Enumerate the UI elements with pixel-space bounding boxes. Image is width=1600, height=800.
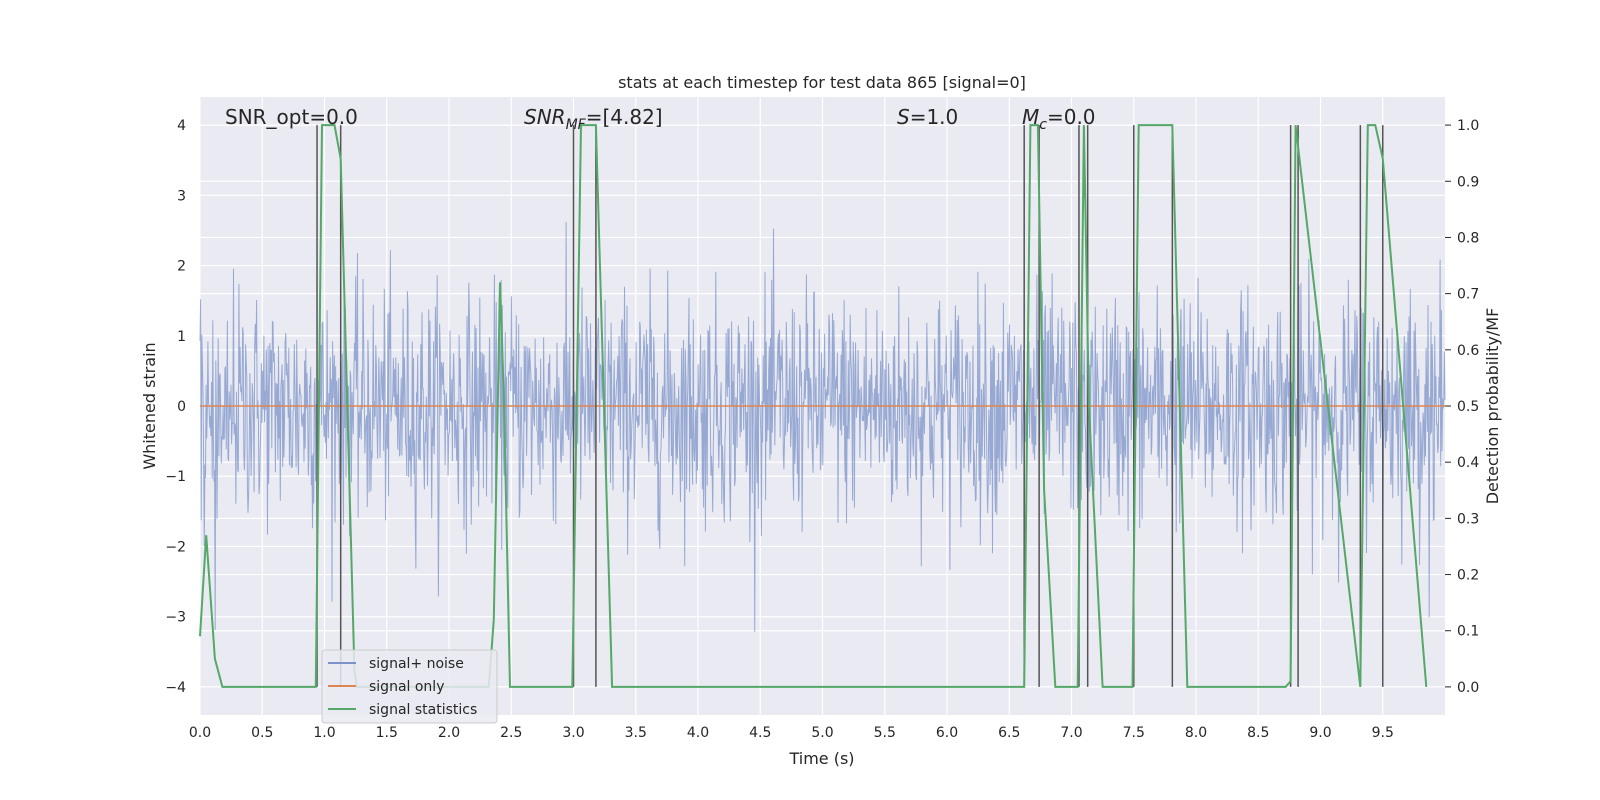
annotation-mc-base: M bbox=[1022, 105, 1039, 129]
y2-tick-label: 0.3 bbox=[1457, 511, 1479, 527]
x-tick-label: 0.0 bbox=[189, 725, 211, 741]
x-tick-label: 8.5 bbox=[1247, 725, 1269, 741]
legend-label-signal-statistics: signal statistics bbox=[369, 702, 477, 718]
x-axis-label: Time (s) bbox=[788, 749, 854, 768]
noise-trace bbox=[199, 221, 1446, 632]
x-tick-label: 4.0 bbox=[687, 725, 709, 741]
annotation-s: S=1.0 bbox=[897, 105, 958, 129]
y-axis-label: Whitened strain bbox=[140, 342, 159, 469]
annotation-s-value: =1.0 bbox=[910, 105, 959, 129]
x-tick-label: 5.5 bbox=[874, 725, 896, 741]
series-signal-noise bbox=[199, 221, 1446, 632]
annotation-snr-mf-value: =[4.82] bbox=[586, 105, 663, 129]
x-tick-label: 8.0 bbox=[1185, 725, 1207, 741]
y-tick-label: 2 bbox=[177, 259, 186, 275]
y2-tick-label: 0.7 bbox=[1457, 287, 1479, 303]
y2-tick-label: 0.0 bbox=[1457, 680, 1479, 696]
x-tick-label: 1.0 bbox=[313, 725, 335, 741]
x-tick-label: 4.5 bbox=[749, 725, 771, 741]
annotation-snr-mf-sub: MF bbox=[566, 117, 587, 133]
legend-label-signal-only: signal only bbox=[369, 679, 444, 695]
chart-title: stats at each timestep for test data 865… bbox=[618, 73, 1026, 92]
x-tick-label: 0.5 bbox=[251, 725, 273, 741]
y2-tick-label: 0.1 bbox=[1457, 624, 1479, 640]
y2-tick-label: 0.9 bbox=[1457, 174, 1479, 190]
x-tick-label: 6.0 bbox=[936, 725, 958, 741]
annotation-mc-sub: c bbox=[1039, 117, 1047, 133]
annotation-snr-opt: SNR_opt=0.0 bbox=[225, 105, 358, 129]
y2-axis-label: Detection probability/MF bbox=[1483, 308, 1502, 505]
x-tick-label: 3.5 bbox=[625, 725, 647, 741]
y2-tick-label: 0.8 bbox=[1457, 230, 1479, 246]
y-tick-label: 3 bbox=[177, 188, 186, 204]
y-tick-label: 0 bbox=[177, 399, 186, 415]
y-tick-label: 1 bbox=[177, 329, 186, 345]
x-tick-label: 5.0 bbox=[811, 725, 833, 741]
y2-tick-label: 0.4 bbox=[1457, 455, 1479, 471]
x-tick-label: 7.0 bbox=[1060, 725, 1082, 741]
y-tick-label: −1 bbox=[165, 469, 186, 485]
y2-axis-ticks: 0.0 0.1 0.2 0.3 0.4 0.5 0.6 0.7 0.8 0.9 1.0 bbox=[1445, 118, 1479, 696]
y-axis-ticks: −4 −3 −2 −1 0 1 2 3 4 bbox=[165, 118, 186, 696]
annotation-mc: Mc=0.0 bbox=[1022, 105, 1096, 133]
legend-label-signal-noise: signal+ noise bbox=[369, 656, 464, 672]
x-tick-label: 2.5 bbox=[500, 725, 522, 741]
x-tick-label: 9.5 bbox=[1372, 725, 1394, 741]
x-tick-label: 2.0 bbox=[438, 725, 460, 741]
legend: signal+ noise signal only signal statist… bbox=[321, 649, 498, 724]
y-tick-label: −3 bbox=[165, 610, 186, 626]
annotation-snr-mf: SNRMF=[4.82] bbox=[524, 105, 663, 133]
y-tick-label: −4 bbox=[165, 680, 186, 696]
annotation-snr-mf-base: SNR bbox=[524, 105, 566, 129]
legend-box bbox=[321, 649, 498, 724]
y-tick-label: 4 bbox=[177, 118, 186, 134]
y2-tick-label: 0.5 bbox=[1457, 399, 1479, 415]
x-tick-label: 6.5 bbox=[998, 725, 1020, 741]
y2-tick-label: 1.0 bbox=[1457, 118, 1479, 134]
y-tick-label: −2 bbox=[165, 539, 186, 555]
annotation-mc-value: =0.0 bbox=[1047, 105, 1096, 129]
y2-tick-label: 0.2 bbox=[1457, 568, 1479, 584]
annotation-s-base: S bbox=[897, 105, 910, 129]
x-tick-label: 9.0 bbox=[1309, 725, 1331, 741]
x-tick-label: 1.5 bbox=[376, 725, 398, 741]
series-signal-statistics bbox=[199, 124, 1428, 688]
x-tick-label: 3.0 bbox=[562, 725, 584, 741]
x-tick-label: 7.5 bbox=[1123, 725, 1145, 741]
signal-statistics-line bbox=[199, 124, 1428, 688]
y2-tick-label: 0.6 bbox=[1457, 343, 1479, 359]
x-axis-ticks: 0.0 0.5 1.0 1.5 2.0 2.5 3.0 3.5 4.0 4.5 5.0 5.5 6.0 6… bbox=[189, 725, 1394, 741]
